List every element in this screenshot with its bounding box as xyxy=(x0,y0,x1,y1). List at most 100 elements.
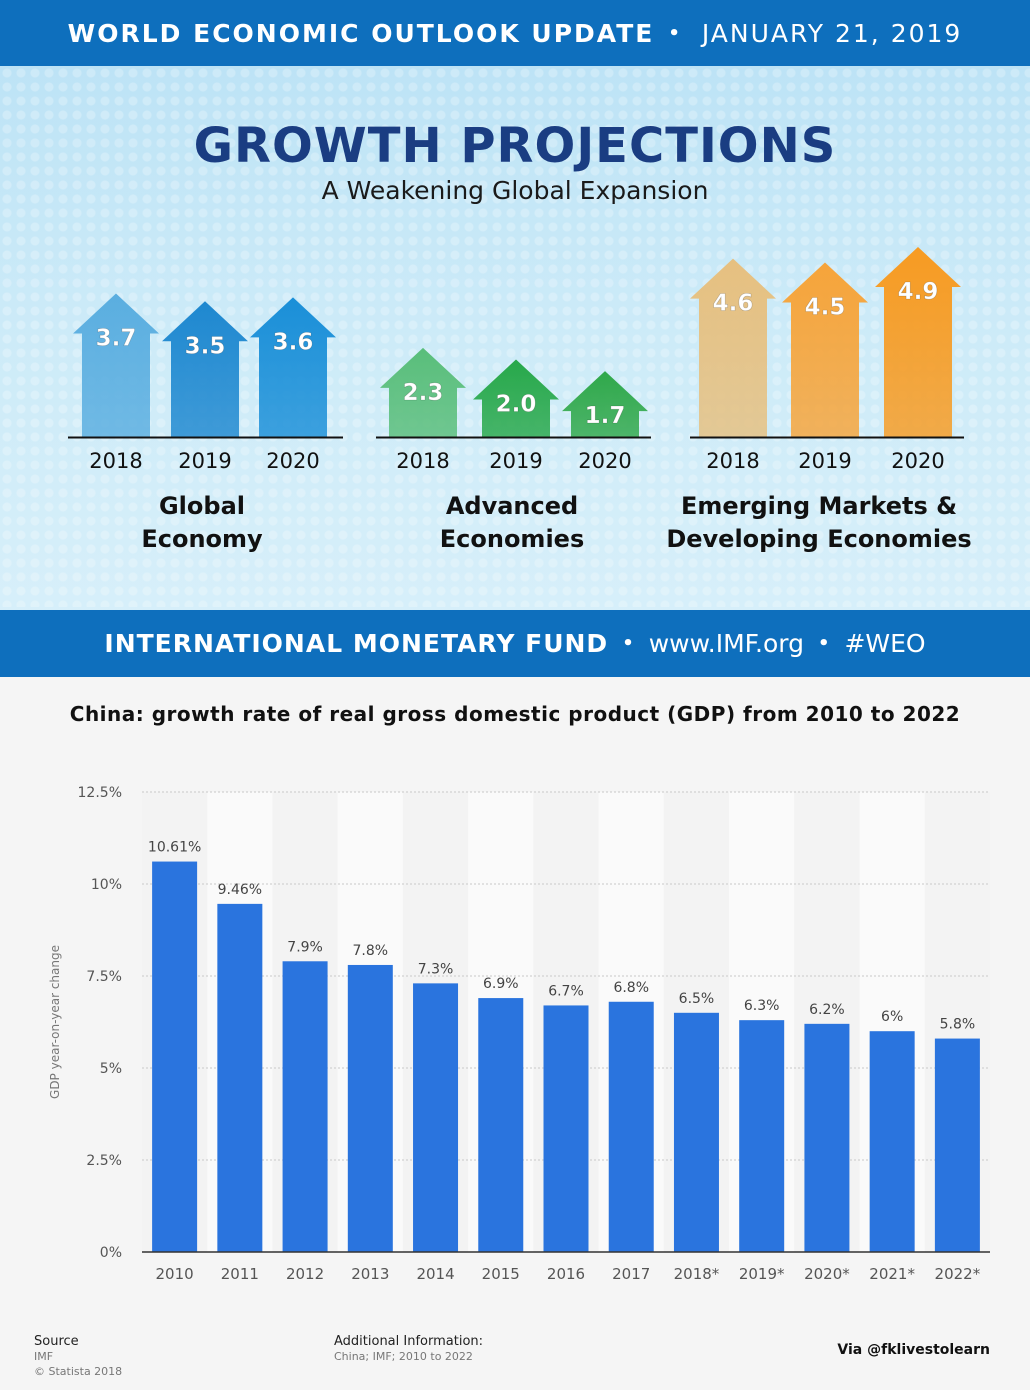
infographic-title: GROWTH PROJECTIONS xyxy=(193,118,837,174)
infographic-subtitle: A Weakening Global Expansion xyxy=(321,176,709,205)
source-block: Source IMF © Statista 2018 xyxy=(34,1334,122,1379)
growth-arrow-2-2019 xyxy=(782,262,868,437)
x-tick-label-2020*: 2020* xyxy=(804,1265,850,1283)
growth-arrow-1-2019 xyxy=(473,359,559,437)
bar-2010 xyxy=(152,861,198,1252)
y-tick-label: 12.5% xyxy=(78,785,122,801)
data-label-2010: 10.61% xyxy=(148,840,201,856)
x-tick-label-2017: 2017 xyxy=(612,1265,650,1283)
x-tick-label-2018*: 2018* xyxy=(674,1265,720,1283)
bar-2012 xyxy=(282,961,328,1252)
source-line-2: © Statista 2018 xyxy=(34,1365,123,1378)
arrow-value-1-2020: 1.7 xyxy=(585,403,626,429)
bar-2014 xyxy=(413,983,459,1252)
x-tick-label-2021*: 2021* xyxy=(869,1265,915,1283)
y-tick-label: 2.5% xyxy=(86,1153,122,1169)
bar-2018* xyxy=(673,1012,719,1252)
growth-arrow-0-2019 xyxy=(162,301,248,437)
growth-arrow-2-2018 xyxy=(690,258,776,437)
footer-separator-1: • xyxy=(622,633,635,654)
arrow-year-1-2019: 2019 xyxy=(489,449,542,473)
header-band: WORLD ECONOMIC OUTLOOK UPDATE • JANUARY … xyxy=(0,0,1030,66)
y-tick-label: 10% xyxy=(91,877,122,893)
data-label-2016: 6.7% xyxy=(548,983,584,999)
x-tick-label-2012: 2012 xyxy=(286,1265,324,1283)
arrow-year-1-2018: 2018 xyxy=(396,449,449,473)
imf-infographic: WORLD ECONOMIC OUTLOOK UPDATE • JANUARY … xyxy=(0,0,1030,677)
footer-separator-2: • xyxy=(817,633,831,654)
data-label-2020*: 6.2% xyxy=(809,1002,845,1018)
arrow-year-0-2019: 2019 xyxy=(178,449,231,473)
chart-title: China: growth rate of real gross domesti… xyxy=(69,702,961,726)
x-tick-label-2016: 2016 xyxy=(547,1265,585,1283)
y-tick-label: 7.5% xyxy=(86,969,122,985)
bar-2019* xyxy=(739,1020,785,1252)
data-label-2017: 6.8% xyxy=(613,980,649,996)
arrow-year-2-2020: 2020 xyxy=(891,449,944,473)
data-label-2018*: 6.5% xyxy=(679,991,715,1007)
arrow-value-2-2018: 4.6 xyxy=(713,291,754,317)
y-tick-label: 0% xyxy=(100,1245,122,1261)
arrow-year-0-2018: 2018 xyxy=(89,449,142,473)
bar-2020* xyxy=(804,1023,850,1252)
arrow-value-1-2018: 2.3 xyxy=(403,380,444,406)
arrow-group-2: 4.6 2018 4.5 2019 4.9 2020 xyxy=(690,247,964,473)
arrow-year-0-2020: 2020 xyxy=(266,449,319,473)
data-label-2014: 7.3% xyxy=(418,961,454,977)
x-tick-label-2013: 2013 xyxy=(351,1265,389,1283)
arrow-value-0-2018: 3.7 xyxy=(96,326,137,352)
data-label-2021*: 6% xyxy=(881,1009,903,1025)
arrow-value-2-2020: 4.9 xyxy=(898,279,939,305)
growth-arrow-0-2020 xyxy=(250,297,336,437)
header-separator: • xyxy=(668,22,682,44)
header-title: WORLD ECONOMIC OUTLOOK UPDATE xyxy=(67,18,655,48)
credit-text: Via @fklivestolearn xyxy=(837,1342,990,1358)
bar-2021* xyxy=(869,1031,915,1252)
arrow-group-0: 3.7 2018 3.5 2019 3.6 2020 xyxy=(68,293,343,473)
y-tick-label: 5% xyxy=(100,1061,122,1077)
data-label-2022*: 5.8% xyxy=(940,1017,976,1033)
arrow-year-2-2019: 2019 xyxy=(798,449,851,473)
imf-url[interactable]: www.IMF.org xyxy=(648,629,804,658)
arrow-value-0-2019: 3.5 xyxy=(185,333,226,359)
bar-2022* xyxy=(934,1038,980,1252)
data-label-2011: 9.46% xyxy=(218,882,262,898)
group-label-global: Global Economy xyxy=(141,492,263,553)
data-label-2012: 7.9% xyxy=(287,939,323,955)
arrow-group-1: 2.3 2018 2.0 2019 1.7 2020 xyxy=(376,347,651,473)
group-label-emerging: Emerging Markets & Developing Economies xyxy=(666,492,972,553)
growth-arrow-1-2020 xyxy=(562,371,648,437)
x-tick-label-2022*: 2022* xyxy=(935,1265,981,1283)
arrow-year-2-2018: 2018 xyxy=(706,449,759,473)
arrow-year-1-2020: 2020 xyxy=(578,449,631,473)
gdp-bar-chart: 0% 2.5% 5% 7.5% 10% 12.5% GDP year-on-year cha… xyxy=(48,785,990,1283)
imf-org-name: INTERNATIONAL MONETARY FUND xyxy=(104,629,609,658)
growth-arrows: 3.7 2018 3.5 2019 3.6 2020 2.3 2018 2.0 2019 1.7 20… xyxy=(68,247,964,473)
bar-2011 xyxy=(217,903,263,1252)
imf-footer-band: INTERNATIONAL MONETARY FUND • www.IMF.or… xyxy=(0,610,1030,677)
data-label-2015: 6.9% xyxy=(483,976,519,992)
additional-info-block: Additional Information: China; IMF; 2010… xyxy=(334,1334,483,1364)
additional-info-text: China; IMF; 2010 to 2022 xyxy=(334,1350,473,1363)
source-line-1: IMF xyxy=(34,1350,54,1363)
x-tick-label-2014: 2014 xyxy=(416,1265,454,1283)
bar-2016 xyxy=(543,1005,589,1252)
growth-arrow-2-2020 xyxy=(875,247,961,437)
x-tick-label-2010: 2010 xyxy=(156,1265,194,1283)
arrow-value-2-2019: 4.5 xyxy=(805,295,846,321)
data-label-2019*: 6.3% xyxy=(744,998,780,1014)
x-tick-label-2019*: 2019* xyxy=(739,1265,785,1283)
data-label-2013: 7.8% xyxy=(353,943,389,959)
group-label-advanced: Advanced Economies xyxy=(439,492,585,553)
growth-arrow-0-2018 xyxy=(73,293,159,437)
arrow-value-1-2019: 2.0 xyxy=(496,391,537,417)
additional-info-heading: Additional Information: xyxy=(334,1334,484,1349)
source-heading: Source xyxy=(34,1334,79,1349)
header-date: JANUARY 21, 2019 xyxy=(701,18,963,48)
y-axis-label: GDP year-on-year change xyxy=(48,945,62,1099)
bar-2017 xyxy=(608,1001,654,1252)
x-tick-label-2011: 2011 xyxy=(221,1265,259,1283)
bar-2015 xyxy=(478,998,524,1252)
bar-2013 xyxy=(347,964,393,1252)
weo-hashtag[interactable]: #WEO xyxy=(844,629,926,658)
